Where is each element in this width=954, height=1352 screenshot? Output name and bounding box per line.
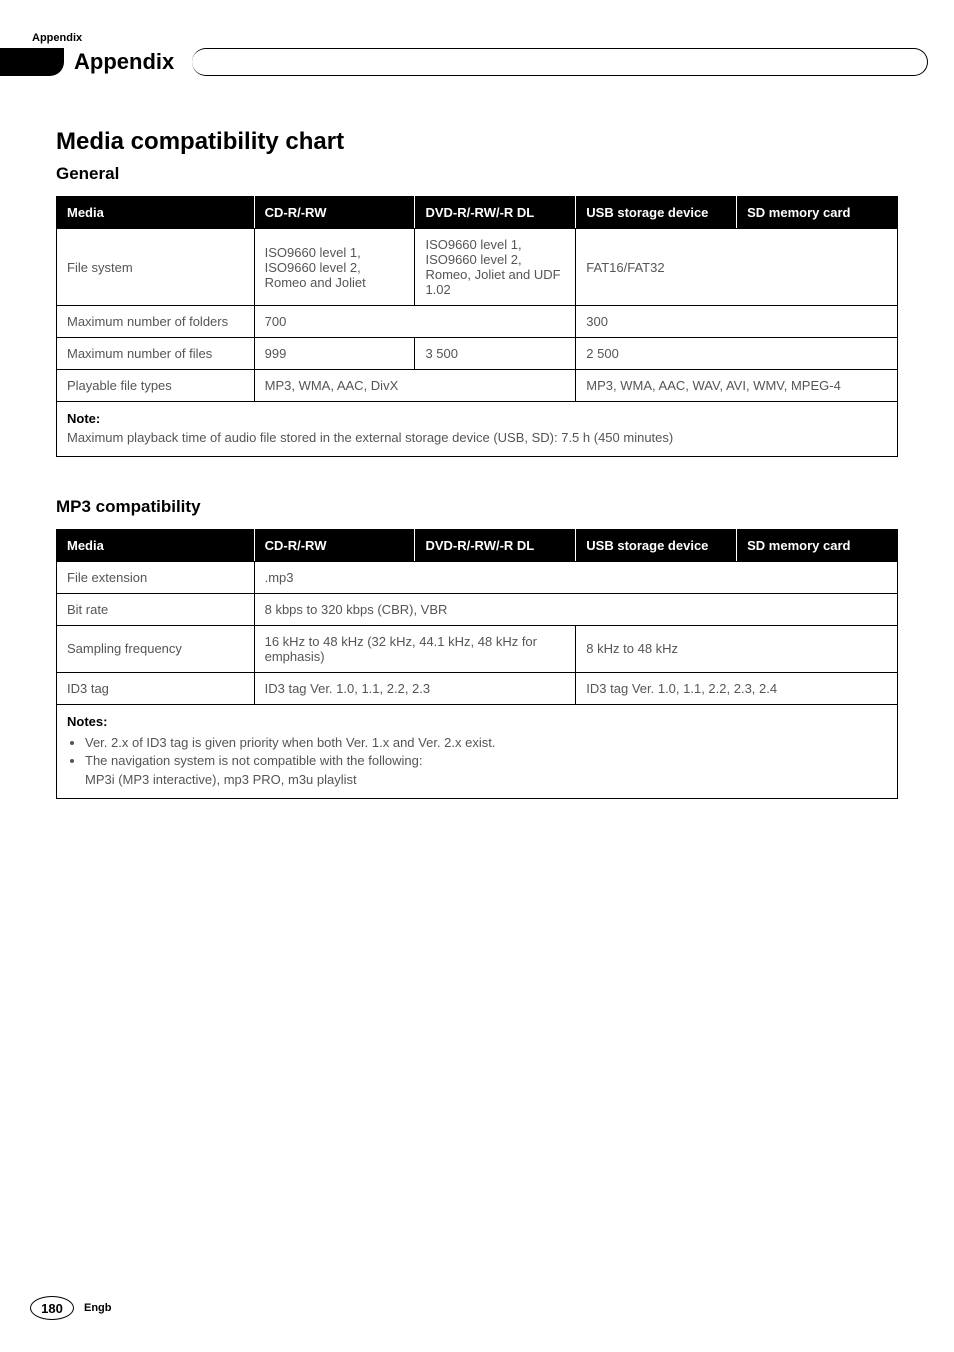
row-label: File extension [57, 561, 255, 593]
col-media: Media [57, 197, 255, 229]
cell: 999 [254, 338, 415, 370]
general-heading: General [56, 164, 898, 184]
cell: ID3 tag Ver. 1.0, 1.1, 2.2, 2.3, 2.4 [576, 672, 898, 704]
page-footer: 180 Engb [30, 1296, 112, 1320]
col-dvd: DVD-R/-RW/-R DL [415, 529, 576, 561]
note-title: Note: [67, 411, 100, 426]
row-label: Playable file types [57, 370, 255, 402]
table-row: Maximum number of folders 700 300 [57, 306, 898, 338]
table-note-row: Notes: Ver. 2.x of ID3 tag is given prio… [57, 704, 898, 798]
table-row: ID3 tag ID3 tag Ver. 1.0, 1.1, 2.2, 2.3 … [57, 672, 898, 704]
table-note-row: Note: Maximum playback time of audio fil… [57, 402, 898, 457]
cell: 8 kHz to 48 kHz [576, 625, 898, 672]
note-cell: Notes: Ver. 2.x of ID3 tag is given prio… [57, 704, 898, 798]
mp3-heading: MP3 compatibility [56, 497, 898, 517]
chapter-header: Appendix [0, 48, 928, 76]
row-label: Bit rate [57, 593, 255, 625]
cell: 8 kbps to 320 kbps (CBR), VBR [254, 593, 897, 625]
header-outline [192, 48, 928, 76]
table-row: Playable file types MP3, WMA, AAC, DivX … [57, 370, 898, 402]
note-cell: Note: Maximum playback time of audio fil… [57, 402, 898, 457]
cell: 700 [254, 306, 576, 338]
note-body: Maximum playback time of audio file stor… [67, 430, 673, 445]
table-row: Maximum number of files 999 3 500 2 500 [57, 338, 898, 370]
row-label: File system [57, 229, 255, 306]
table-row: Sampling frequency 16 kHz to 48 kHz (32 … [57, 625, 898, 672]
table-head-row: Media CD-R/-RW DVD-R/-RW/-R DL USB stora… [57, 197, 898, 229]
col-sd: SD memory card [737, 529, 898, 561]
cell: ID3 tag Ver. 1.0, 1.1, 2.2, 2.3 [254, 672, 576, 704]
cell: ISO9660 level 1, ISO9660 level 2, Romeo,… [415, 229, 576, 306]
notes-title: Notes: [67, 714, 107, 729]
col-cd: CD-R/-RW [254, 197, 415, 229]
cell: 300 [576, 306, 898, 338]
cell: ISO9660 level 1, ISO9660 level 2, Romeo … [254, 229, 415, 306]
col-media: Media [57, 529, 255, 561]
page-number: 180 [30, 1296, 74, 1320]
row-label: Sampling frequency [57, 625, 255, 672]
language-code: Engb [84, 1302, 112, 1314]
cell: MP3, WMA, AAC, WAV, AVI, WMV, MPEG-4 [576, 370, 898, 402]
row-label: ID3 tag [57, 672, 255, 704]
chapter-title: Appendix [64, 48, 192, 76]
cell: FAT16/FAT32 [576, 229, 898, 306]
cell: .mp3 [254, 561, 897, 593]
breadcrumb: Appendix [32, 32, 898, 44]
col-sd: SD memory card [737, 197, 898, 229]
header-accent [0, 48, 64, 76]
col-dvd: DVD-R/-RW/-R DL [415, 197, 576, 229]
cell: 2 500 [576, 338, 898, 370]
cell: 3 500 [415, 338, 576, 370]
table-row: File system ISO9660 level 1, ISO9660 lev… [57, 229, 898, 306]
mp3-table: Media CD-R/-RW DVD-R/-RW/-R DL USB stora… [56, 529, 898, 799]
note-subline: MP3i (MP3 interactive), mp3 PRO, m3u pla… [85, 771, 887, 790]
row-label: Maximum number of files [57, 338, 255, 370]
row-label: Maximum number of folders [57, 306, 255, 338]
col-usb: USB storage device [576, 529, 737, 561]
section-title: Media compatibility chart [56, 128, 898, 156]
note-item: The navigation system is not compatible … [85, 752, 887, 771]
col-usb: USB storage device [576, 197, 737, 229]
general-table: Media CD-R/-RW DVD-R/-RW/-R DL USB stora… [56, 196, 898, 457]
cell: 16 kHz to 48 kHz (32 kHz, 44.1 kHz, 48 k… [254, 625, 576, 672]
col-cd: CD-R/-RW [254, 529, 415, 561]
cell: MP3, WMA, AAC, DivX [254, 370, 576, 402]
table-row: File extension .mp3 [57, 561, 898, 593]
note-item: Ver. 2.x of ID3 tag is given priority wh… [85, 734, 887, 753]
table-row: Bit rate 8 kbps to 320 kbps (CBR), VBR [57, 593, 898, 625]
table-head-row: Media CD-R/-RW DVD-R/-RW/-R DL USB stora… [57, 529, 898, 561]
